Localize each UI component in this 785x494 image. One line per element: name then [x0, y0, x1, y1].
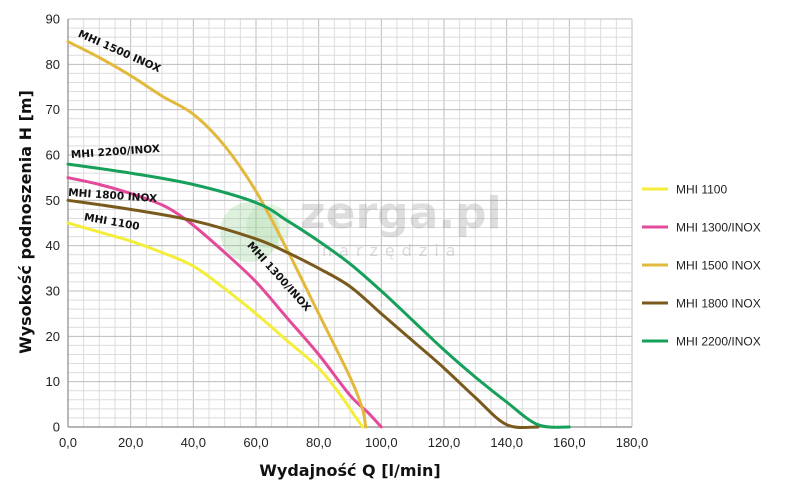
y-tick-label: 30: [46, 284, 60, 299]
series-line: [66, 198, 540, 430]
x-tick-labels: 0,0 20,0 40,0 60,0 80,0 100,0 120,0 140,0 160,0 1…: [59, 435, 648, 450]
legend-label: MHI 1800 INOX: [676, 297, 761, 311]
x-tick-label: 140,0: [490, 435, 523, 450]
x-tick-label: 80,0: [306, 435, 331, 450]
y-tick-label: 50: [46, 193, 60, 208]
series-line: [66, 176, 383, 429]
y-tick-label: 40: [46, 238, 60, 253]
legend-label: MHI 1100: [676, 183, 727, 197]
y-tick-label: 10: [46, 374, 60, 389]
x-tick-label: 0,0: [59, 435, 77, 450]
series-line: [66, 221, 364, 429]
x-tick-label: 120,0: [428, 435, 461, 450]
y-tick-label: 80: [46, 57, 60, 72]
legend-label: MHI 2200/INOX: [676, 335, 761, 349]
x-axis-title: Wydajność Q [l/min]: [259, 461, 440, 480]
x-tick-label: 180,0: [616, 435, 649, 450]
legend-label: MHI 1300/INOX: [676, 221, 761, 235]
y-tick-label: 70: [46, 102, 60, 117]
y-tick-labels: 0 10 20 30 40 50 60 70 80 90: [46, 12, 60, 435]
y-tick-label: 90: [46, 12, 60, 27]
series-line: [66, 162, 571, 429]
y-axis-title: Wysokość podnoszenia H [m]: [16, 90, 35, 354]
legend-label: MHI 1500 INOX: [676, 259, 761, 273]
x-tick-label: 60,0: [243, 435, 268, 450]
watermark: zerga.pl narzędzia: [220, 188, 502, 262]
watermark-subtext: narzędzia: [322, 241, 463, 260]
watermark-text: zerga.pl: [300, 188, 502, 239]
x-tick-label: 20,0: [118, 435, 143, 450]
series-line: [66, 40, 368, 429]
legend: MHI 1100 MHI 1300/INOX MHI 1500 INOX MHI 18…: [642, 183, 761, 349]
y-tick-label: 0: [53, 420, 60, 435]
x-tick-label: 160,0: [553, 435, 586, 450]
y-tick-label: 60: [46, 148, 60, 163]
x-tick-label: 100,0: [365, 435, 398, 450]
x-tick-label: 40,0: [181, 435, 206, 450]
y-tick-label: 20: [46, 329, 60, 344]
series-lines: [66, 40, 571, 430]
